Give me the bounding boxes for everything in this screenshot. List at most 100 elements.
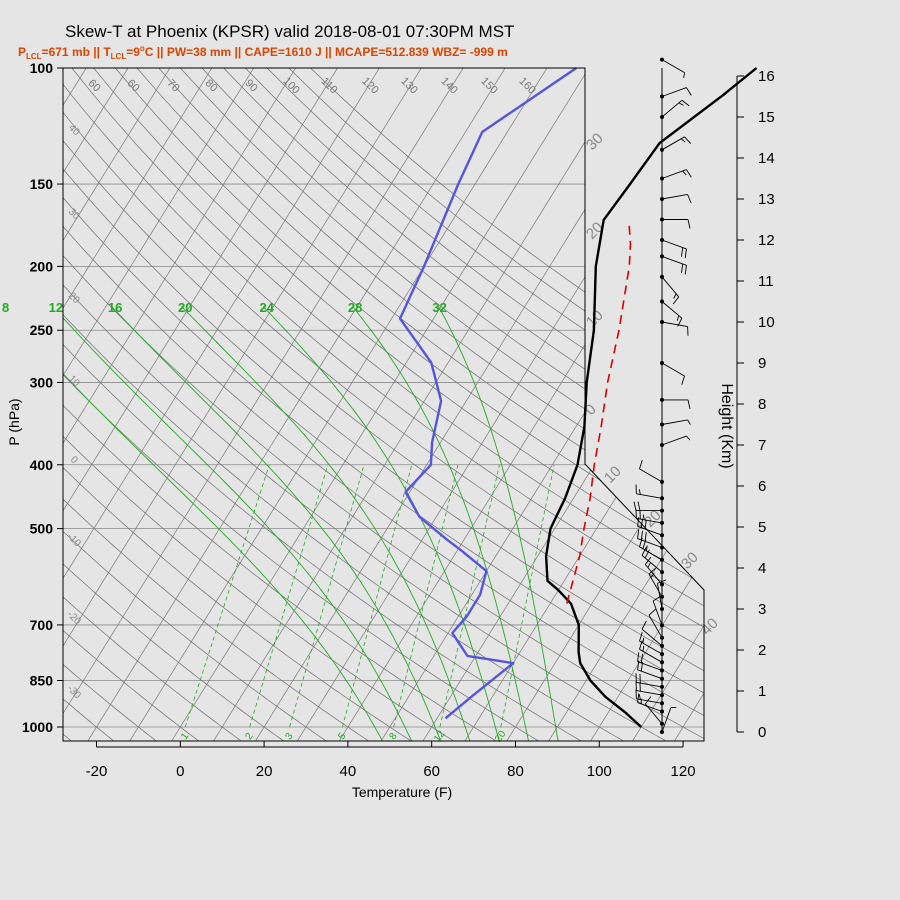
mixing-ratio-line: [289, 464, 365, 728]
dry-adiabat-line: [195, 68, 704, 741]
wind-barb-feather: [644, 696, 652, 705]
wind-barbs-column: [633, 57, 692, 734]
dry-adiabat-line: [153, 68, 704, 741]
isotherm-line: [63, 68, 231, 741]
isotherm-line: [590, 68, 704, 741]
height-tick-label: 15: [758, 109, 775, 126]
wind-barb: [636, 698, 663, 704]
wind-barb-feather: [642, 645, 645, 652]
wind-barb-feather: [647, 562, 651, 568]
y-tick-label: 500: [30, 521, 54, 537]
wind-barb-feather: [648, 608, 657, 616]
moist-adiabat-line: [111, 306, 442, 741]
wind-barb-feather: [686, 87, 692, 96]
wind-barb: [644, 564, 663, 585]
wind-barb-feather: [672, 296, 680, 305]
wind-barb: [652, 600, 663, 626]
dry-adiabat-line: [63, 68, 412, 741]
wind-barb-feather: [638, 489, 641, 495]
height-tick-label: 10: [758, 314, 775, 331]
moist-adiabat-line: [352, 306, 529, 741]
dry-adiabat-line: [63, 68, 539, 741]
dewpoint-profile: [398, 67, 577, 720]
isotherm-line: [63, 68, 441, 741]
wind-barb: [661, 169, 687, 179]
wind-barb-feather: [639, 459, 643, 470]
isotherm-line: [213, 68, 650, 741]
profile-lines: [398, 67, 758, 728]
wind-barb-feather: [677, 318, 683, 327]
wind-barb-feather: [681, 247, 684, 257]
wind-barb-feather: [683, 72, 685, 78]
wind-barb: [636, 681, 663, 688]
wind-barb: [661, 194, 688, 200]
wind-barb: [636, 517, 663, 524]
dry-adiabat-line: [63, 68, 667, 741]
height-tick-label: 3: [758, 601, 766, 618]
dry-adiabat-line: [63, 68, 497, 741]
wind-barb-feather: [640, 518, 643, 528]
wind-barb: [661, 87, 687, 97]
wind-barb-feather: [633, 501, 637, 511]
axes: -20 0 20 40 60 80 100 1201001502002503004005007…: [22, 60, 696, 780]
wind-barb-feather: [645, 545, 648, 551]
wind-barb: [637, 525, 663, 536]
wind-barb-feather: [640, 653, 643, 664]
moist-adiabat-line: [63, 306, 383, 741]
wind-barb-feather: [657, 579, 667, 584]
x-tick-label: 0: [176, 763, 184, 780]
wind-barb: [636, 493, 663, 499]
x-axis-label: Temperature (F): [352, 784, 452, 800]
dry-adiabat-line: [63, 68, 454, 741]
wind-barb: [657, 583, 663, 610]
y-tick-label: 700: [30, 617, 54, 633]
wind-barb: [661, 239, 687, 250]
y-tick-label: 250: [30, 322, 54, 338]
y-tick-label: 100: [30, 60, 54, 76]
x-tick-label: 100: [587, 763, 612, 780]
moist-adiabat-label: 16: [108, 300, 122, 315]
isotherm-line: [63, 68, 483, 741]
parcel-profile: [566, 219, 632, 604]
wind-barb-feather: [641, 620, 647, 630]
isotherm-line: [87, 68, 525, 741]
wind-barb-feather: [687, 399, 691, 409]
x-tick-label: 60: [423, 763, 440, 780]
mixing-ratio-line: [393, 464, 459, 728]
dry-adiabat-line: [63, 68, 157, 741]
wind-barb: [639, 546, 663, 561]
wind-barb-feather: [678, 102, 684, 106]
wind-barb-feather: [641, 546, 647, 556]
dry-adiabat-line: [63, 68, 704, 741]
y-tick-label: 300: [30, 374, 54, 390]
wind-barb-feather: [637, 529, 640, 539]
x-tick-label: -20: [86, 763, 108, 780]
mixing-ratio-label: 1: [179, 731, 191, 742]
moist-adiabat-line: [181, 306, 471, 741]
wind-barb: [637, 669, 663, 680]
height-tick-label: 11: [758, 273, 774, 290]
wind-barb-feather: [642, 637, 645, 644]
height-tick-label: 9: [758, 355, 766, 372]
wind-barb-feather: [681, 263, 684, 274]
wind-barb: [648, 573, 663, 597]
dry-adiabat-line: [216, 68, 704, 741]
wind-barb: [661, 435, 687, 446]
chart-subtitle: PLCL=671 mb || TLCL=9oC || PW=38 mm || C…: [18, 44, 508, 61]
wind-barb-feather: [637, 652, 640, 662]
mixing-ratio-label: 8: [387, 731, 399, 742]
wind-barb-feather: [639, 632, 643, 642]
dry-adiabat-line: [63, 68, 704, 741]
wind-barb-feather: [644, 532, 647, 542]
wind-barb: [661, 255, 687, 266]
isotherm-line: [63, 68, 399, 741]
moist-adiabat-label: 32: [432, 300, 446, 315]
wind-barb: [661, 276, 680, 298]
dry-adiabat-line: [63, 68, 704, 741]
isotherm-line: [63, 68, 357, 741]
wind-barb-feather: [644, 549, 650, 559]
y-tick-label: 850: [30, 672, 54, 688]
chart-title: Skew-T at Phoenix (KPSR) valid 2018-08-0…: [65, 22, 514, 41]
wind-barb: [644, 703, 663, 725]
